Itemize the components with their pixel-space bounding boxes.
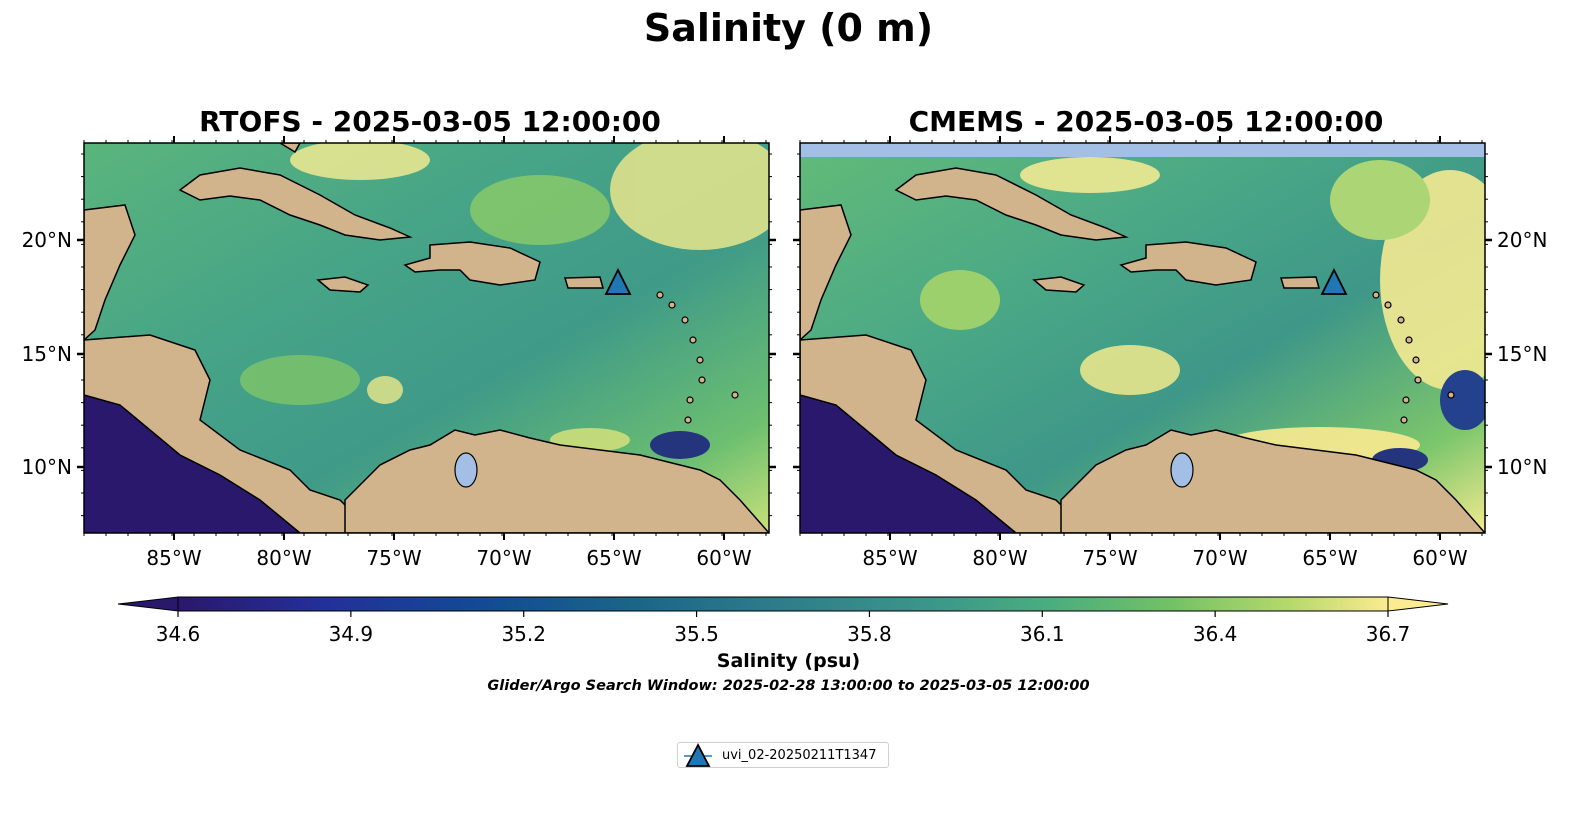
lat-tick-label: 10°N xyxy=(1497,455,1547,479)
lon-tick-label: 75°W xyxy=(366,546,421,570)
triangle-marker-icon xyxy=(684,743,712,767)
lat-tick-label: 20°N xyxy=(1497,228,1547,252)
colorbar-tick-label: 36.4 xyxy=(1193,622,1238,646)
cmems-panel-title: CMEMS - 2025-03-05 12:00:00 xyxy=(908,105,1384,138)
lon-tick-label: 80°W xyxy=(972,546,1027,570)
cmems-missing-data-strip xyxy=(800,143,1485,157)
rtofs-lesser-antilles xyxy=(656,291,739,424)
cmems-high-salinity-patches xyxy=(920,157,1485,463)
colorbar-label: Salinity (psu) xyxy=(716,650,861,672)
rtofs-map-frame xyxy=(83,142,770,534)
colorbar-tick-label: 35.8 xyxy=(847,622,892,646)
rtofs-lake-maracaibo xyxy=(454,452,478,488)
cmems-map xyxy=(800,143,1485,533)
lon-tick-label: 60°W xyxy=(1412,546,1467,570)
legend: uvi_02-20250211T1347 xyxy=(677,742,889,768)
lon-tick-label: 80°W xyxy=(256,546,311,570)
rtofs-glider-marker xyxy=(604,267,632,295)
lat-tick-label: 10°N xyxy=(22,455,72,479)
rtofs-land xyxy=(84,143,769,533)
colorbar: 34.6 34.9 35.2 35.5 35.8 36.1 36.4 36.7 xyxy=(117,596,1449,646)
figure-title: Salinity (0 m) xyxy=(643,6,934,50)
colorbar-tick-label: 36.7 xyxy=(1366,622,1411,646)
rtofs-orinoco-plume xyxy=(650,431,710,459)
colorbar-high-extend xyxy=(1387,596,1449,612)
lon-tick-label: 60°W xyxy=(696,546,751,570)
cmems-atlantic-low-patch xyxy=(1440,370,1485,430)
cmems-map-frame xyxy=(799,142,1486,534)
lon-tick-label: 85°W xyxy=(146,546,201,570)
search-window-caption: Glider/Argo Search Window: 2025-02-28 13… xyxy=(487,678,1090,694)
axis-ticks: 85°W 80°W 75°W 70°W 65°W 60°W 20°N 15°N 10°N 85°W… xyxy=(22,136,1547,570)
lon-tick-label: 85°W xyxy=(862,546,917,570)
lon-tick-label: 70°W xyxy=(1192,546,1247,570)
colorbar-tick-label: 35.5 xyxy=(674,622,719,646)
cmems-glider-marker xyxy=(1320,267,1348,295)
cmems-lake-maracaibo xyxy=(1170,452,1194,488)
colorbar-tick-label: 35.2 xyxy=(501,622,546,646)
rtofs-map xyxy=(84,143,769,533)
rtofs-panel-title: RTOFS - 2025-03-05 12:00:00 xyxy=(199,105,661,138)
cmems-land xyxy=(800,167,1485,533)
colorbar-low-extend xyxy=(117,596,179,612)
cmems-lesser-antilles xyxy=(1372,291,1455,424)
lat-tick-label: 15°N xyxy=(1497,342,1547,366)
colorbar-tick-label: 36.1 xyxy=(1020,622,1065,646)
colorbar-tick-label: 34.9 xyxy=(329,622,374,646)
colorbar-tick-label: 34.6 xyxy=(156,622,201,646)
lon-tick-label: 75°W xyxy=(1082,546,1137,570)
rtofs-high-salinity-patches xyxy=(240,143,769,452)
lat-tick-label: 15°N xyxy=(22,342,72,366)
legend-entry-label: uvi_02-20250211T1347 xyxy=(722,748,877,763)
lon-tick-label: 70°W xyxy=(476,546,531,570)
lon-tick-label: 65°W xyxy=(586,546,641,570)
lon-tick-label: 65°W xyxy=(1302,546,1357,570)
colorbar-gradient xyxy=(177,596,1389,612)
lat-tick-label: 20°N xyxy=(22,228,72,252)
